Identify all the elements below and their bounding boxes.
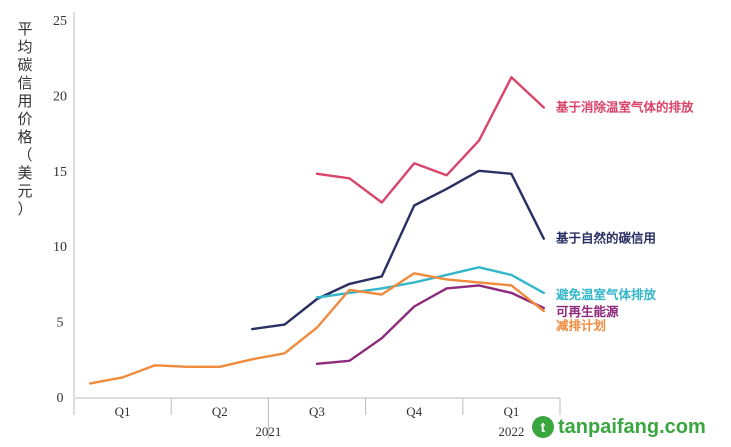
x-tick-label: Q1 — [503, 404, 519, 419]
y-axis-label-char: 平 — [17, 20, 33, 38]
year-label: 2022 — [498, 424, 524, 439]
y-tick-label: 25 — [53, 14, 67, 29]
y-axis-label-char: 格 — [17, 128, 33, 146]
y-tick-label: 0 — [57, 391, 64, 406]
series-line — [250, 169, 545, 331]
y-tick-label: 15 — [53, 165, 67, 180]
y-axis-label: 平均碳信用价格（美元） — [14, 20, 36, 218]
year-label: 2021 — [255, 424, 281, 439]
y-axis-label-char: 元 — [17, 182, 33, 200]
x-tick-label: Q1 — [115, 404, 131, 419]
series-label: 可再生能源 — [556, 304, 619, 319]
series-label: 基于消除温室气体的排放 — [555, 99, 694, 114]
x-tick-label: Q3 — [309, 404, 325, 419]
series-label: 基于自然的碳信用 — [555, 231, 656, 246]
series-line — [315, 76, 545, 204]
series-line — [88, 272, 545, 385]
watermark-logo-icon: t — [532, 416, 554, 438]
y-axis-label-char: 信 — [17, 74, 33, 92]
x-tick-label: Q4 — [406, 404, 422, 419]
y-tick-label: 5 — [57, 316, 64, 331]
y-tick-label: 10 — [53, 240, 67, 255]
series-line — [315, 284, 545, 365]
watermark-text: tanpaifang.com — [558, 415, 706, 438]
y-axis-label-char: （ — [17, 146, 33, 164]
series-label: 减排计划 — [556, 318, 606, 333]
y-axis-label-char: 价 — [17, 110, 33, 128]
y-tick-label: 20 — [53, 89, 67, 104]
series-label: 避免温室气体排放 — [556, 287, 657, 302]
series-line — [315, 266, 545, 299]
y-axis-label-char: 用 — [17, 92, 33, 110]
y-axis-label-char: 均 — [17, 38, 33, 56]
y-axis-label-char: ） — [17, 200, 33, 218]
y-axis-label-char: 美 — [17, 164, 33, 182]
watermark: t tanpaifang.com — [532, 414, 706, 440]
y-axis-label-char: 碳 — [17, 56, 33, 74]
x-tick-label: Q2 — [212, 404, 228, 419]
